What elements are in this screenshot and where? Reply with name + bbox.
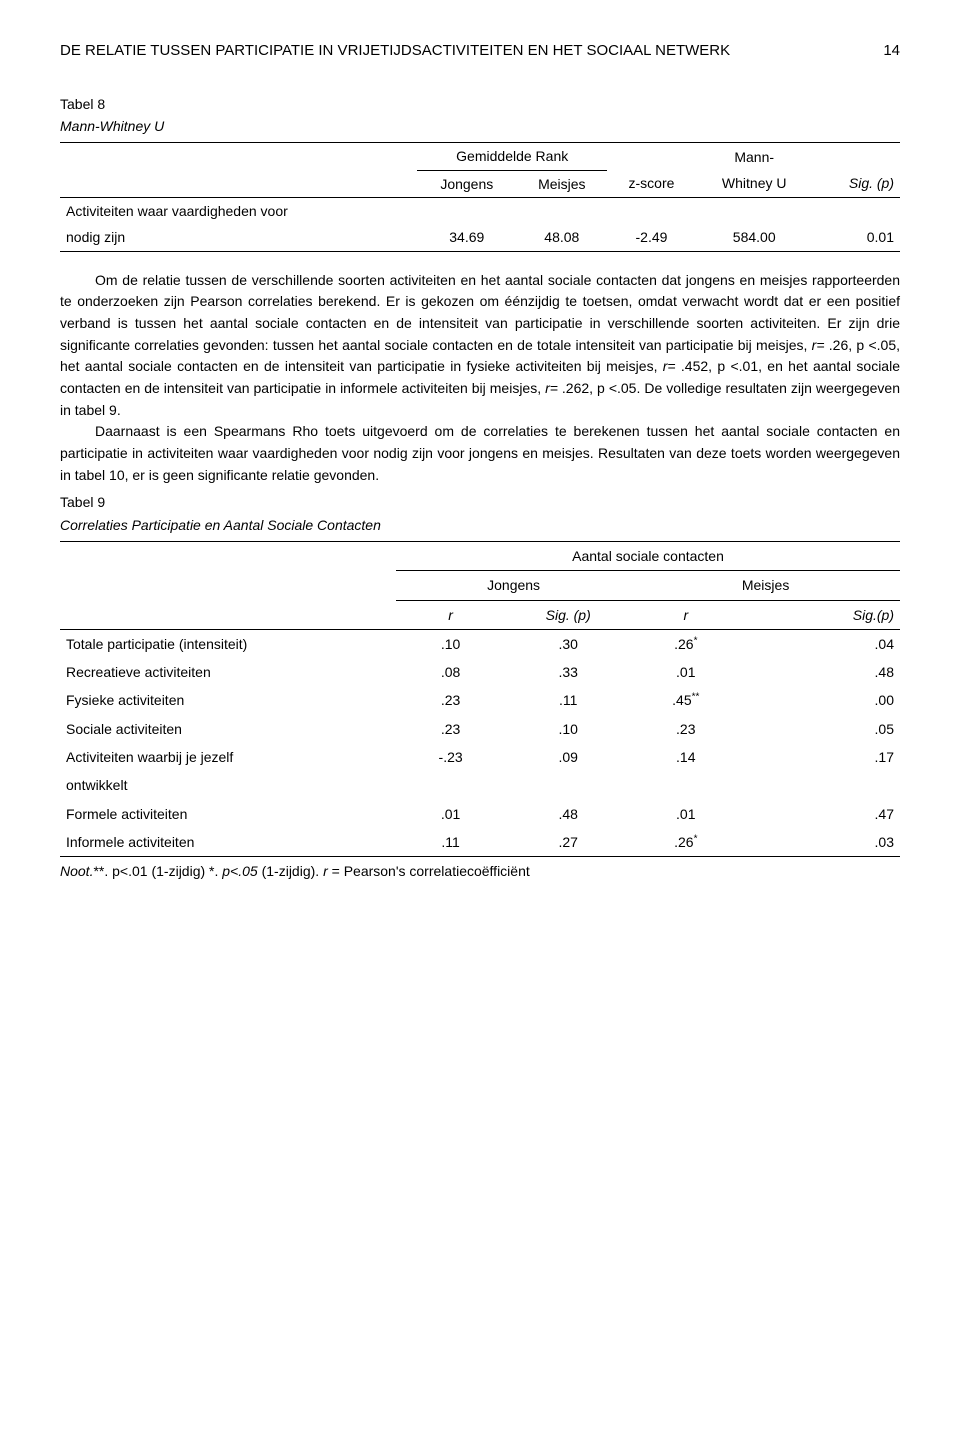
table8-row-label-2: nodig zijn	[60, 224, 417, 251]
table9-cell: .47	[740, 800, 900, 828]
table8-col-mwu-bot: Whitney U	[696, 170, 813, 197]
body-text: Om de relatie tussen de verschillende so…	[60, 270, 900, 487]
table9-label: Tabel 9	[60, 492, 900, 512]
table9-r-j: r	[396, 600, 505, 629]
table8-val-jongens: 34.69	[417, 224, 516, 251]
table8-val-sig: 0.01	[813, 224, 900, 251]
table9-super-header: Aantal sociale contacten	[396, 542, 900, 571]
table9: Aantal sociale contacten Jongens Meisjes…	[60, 541, 900, 857]
table8-val-meisjes: 48.08	[516, 224, 607, 251]
table9-cell: .11	[505, 686, 631, 714]
table9-row-label: Informele activiteiten	[60, 828, 396, 857]
table9-cell: .48	[740, 658, 900, 686]
table9-cell: .26*	[631, 629, 740, 658]
table8: Gemiddelde Rank Mann- Jongens Meisjes z-…	[60, 142, 900, 251]
table8-row-label-1: Activiteiten waar vaardigheden voor	[60, 197, 417, 224]
table8-val-mwu: 584.00	[696, 224, 813, 251]
table9-cell	[396, 771, 505, 799]
table9-note: Noot.**. p<.01 (1-zijdig) *. p<.05 (1-zi…	[60, 861, 900, 881]
table9-cell: .00	[740, 686, 900, 714]
table9-cell: .23	[396, 715, 505, 743]
header-page-number: 14	[883, 40, 900, 62]
table9-row-label: Recreatieve activiteiten	[60, 658, 396, 686]
table9-cell: .01	[631, 658, 740, 686]
noot-c: (1-zijdig) *.	[151, 863, 222, 879]
table8-label: Tabel 8	[60, 94, 900, 114]
table9-cell: .14	[631, 743, 740, 771]
table9-cell: .04	[740, 629, 900, 658]
table9-cell: .27	[505, 828, 631, 857]
table9-cell: .08	[396, 658, 505, 686]
table9-jongens: Jongens	[396, 571, 631, 600]
page-header: DE RELATIE TUSSEN PARTICIPATIE IN VRIJET…	[60, 40, 900, 62]
table9-title: Correlaties Participatie en Aantal Socia…	[60, 515, 900, 535]
table9-cell: .48	[505, 800, 631, 828]
table9-cell: .03	[740, 828, 900, 857]
table9-cell	[505, 771, 631, 799]
table8-val-z: -2.49	[607, 224, 695, 251]
table8-col-meisjes: Meisjes	[516, 170, 607, 197]
table9-cell: .17	[740, 743, 900, 771]
table9-cell: .26*	[631, 828, 740, 857]
table8-group-header: Gemiddelde Rank	[417, 143, 607, 170]
table9-row-label: Totale participatie (intensiteit)	[60, 629, 396, 658]
table9-cell: .33	[505, 658, 631, 686]
body-p2: Daarnaast is een Spearmans Rho toets uit…	[60, 421, 900, 486]
body-p1b: r=	[812, 337, 829, 353]
noot-e: (1-zijdig).	[262, 863, 323, 879]
body-p1a: Om de relatie tussen de verschillende so…	[60, 272, 900, 353]
noot-a: Noot.	[60, 863, 93, 879]
table8-col-jongens: Jongens	[417, 170, 516, 197]
table9-cell	[740, 771, 900, 799]
body-p1f: r=	[545, 380, 562, 396]
table9-row-label: Fysieke activiteiten	[60, 686, 396, 714]
table9-cell: .23	[396, 686, 505, 714]
table9-row-label: ontwikkelt	[60, 771, 396, 799]
table9-cell: .09	[505, 743, 631, 771]
noot-g: = Pearson's correlatiecoëfficiënt	[328, 863, 530, 879]
table9-sig-j: Sig. (p)	[505, 600, 631, 629]
noot-d: p<.05	[222, 863, 261, 879]
table9-cell	[631, 771, 740, 799]
table9-cell: .23	[631, 715, 740, 743]
table9-cell: .45**	[631, 686, 740, 714]
table9-cell: .10	[396, 629, 505, 658]
table9-cell: .11	[396, 828, 505, 857]
table8-col-z: z-score	[607, 170, 695, 197]
table9-cell: .30	[505, 629, 631, 658]
table9-row-label: Formele activiteiten	[60, 800, 396, 828]
table8-col-mwu-top: Mann-	[696, 143, 813, 170]
noot-b: **. p<.01	[93, 863, 151, 879]
table9-cell: .10	[505, 715, 631, 743]
table9-row-label: Activiteiten waarbij je jezelf	[60, 743, 396, 771]
table9-cell: .01	[631, 800, 740, 828]
table9-cell: .01	[396, 800, 505, 828]
table9-r-m: r	[631, 600, 740, 629]
body-p1d: r=	[663, 358, 681, 374]
header-title: DE RELATIE TUSSEN PARTICIPATIE IN VRIJET…	[60, 40, 883, 62]
table9-meisjes: Meisjes	[631, 571, 900, 600]
table9-row-label: Sociale activiteiten	[60, 715, 396, 743]
table8-col-sig: Sig. (p)	[813, 170, 900, 197]
table9-cell: .05	[740, 715, 900, 743]
table8-title: Mann-Whitney U	[60, 116, 900, 136]
table9-cell: -.23	[396, 743, 505, 771]
table9-sig-m: Sig.(p)	[740, 600, 900, 629]
